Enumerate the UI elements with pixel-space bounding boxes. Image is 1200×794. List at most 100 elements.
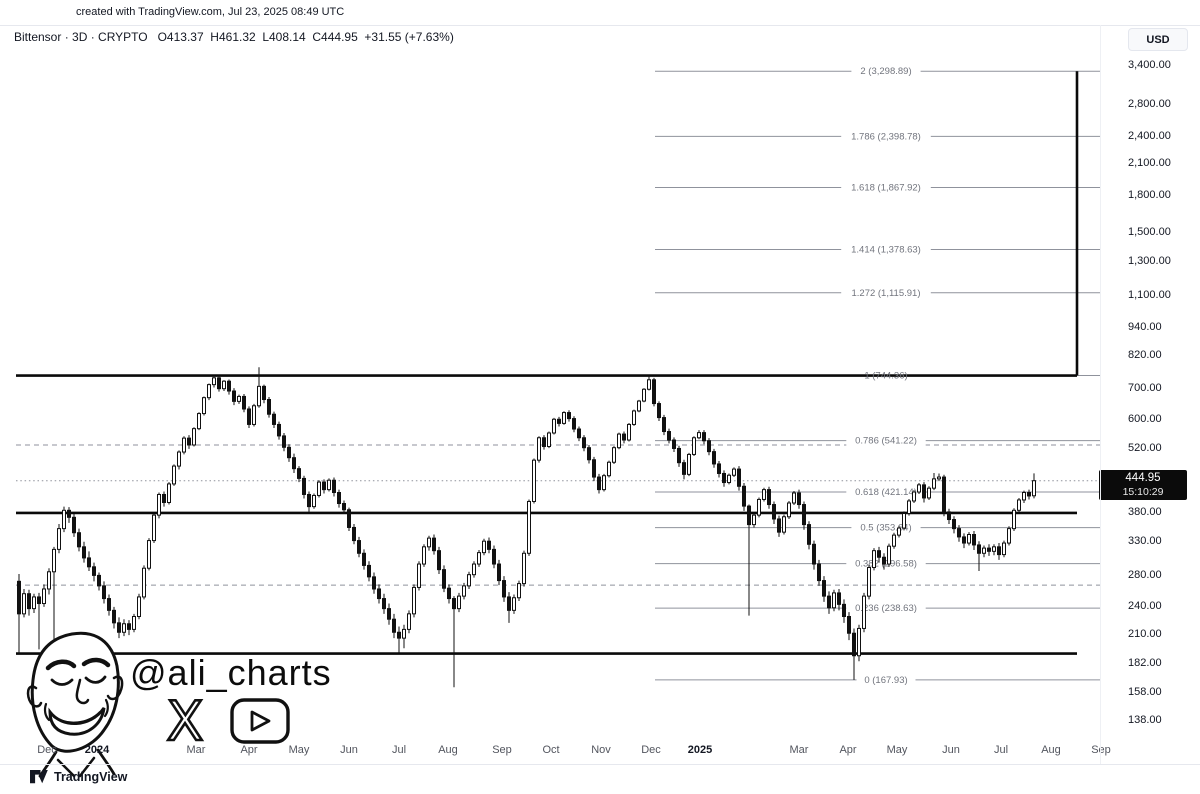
- candle-body: [967, 534, 971, 544]
- fib-label-bg: [841, 180, 931, 194]
- candle-body: [747, 505, 751, 526]
- candle-body: [987, 547, 991, 552]
- candle-body: [532, 459, 536, 502]
- candle-body: [492, 548, 496, 565]
- candle-body: [982, 547, 986, 554]
- candle-body: [792, 492, 796, 504]
- candle-body: [607, 461, 611, 477]
- created-with-caption: created with TradingView.com, Jul 23, 20…: [76, 6, 345, 18]
- x-logo-icon: X: [167, 690, 204, 753]
- candle-body: [357, 540, 361, 554]
- candle-body: [112, 609, 116, 624]
- chart-canvas[interactable]: 2 (3,298.89) 1.786 (2,398.78) 1.618 (1,867…: [0, 25, 1200, 764]
- tradingview-footer-link[interactable]: TradingView: [30, 769, 127, 785]
- candle-body: [397, 631, 401, 639]
- candle-body: [807, 524, 811, 545]
- candle-body: [217, 377, 221, 390]
- fib-level-label: 1 (744.36): [864, 371, 907, 382]
- time-axis[interactable]: Dec 2024 Mar Apr May Jun Jul Aug Sep Oct Nov Dec 202…: [0, 738, 1200, 764]
- candle-body: [782, 516, 786, 533]
- candle-body: [212, 377, 216, 386]
- candle-body: [322, 481, 326, 491]
- candle-body: [417, 563, 421, 588]
- candle-body: [17, 580, 21, 615]
- candle-body: [837, 592, 841, 605]
- candle-body: [687, 453, 691, 475]
- price-tick-label: 2,100.00: [1128, 157, 1171, 170]
- candle-body: [497, 563, 501, 582]
- symbol-header: Bittensor · 3D · CRYPTO O413.37 H461.32 L…: [14, 30, 454, 44]
- month-tick-label: May: [288, 744, 310, 756]
- month-tick-label: Mar: [789, 744, 809, 756]
- year-tick-label: 2024: [84, 744, 110, 756]
- candle-body: [887, 545, 891, 565]
- candle-body: [942, 476, 946, 513]
- fib-level-label: 2 (3,298.89): [860, 66, 911, 77]
- candle-body: [827, 595, 831, 609]
- candle-body: [872, 550, 876, 569]
- candle-body: [517, 583, 521, 599]
- top-divider: [0, 25, 1200, 26]
- candle-body: [537, 437, 541, 461]
- month-tick-label: Nov: [591, 744, 611, 756]
- candle-body: [47, 571, 51, 590]
- month-tick-label: Apr: [839, 744, 857, 756]
- currency-toggle-button[interactable]: USD: [1128, 28, 1188, 51]
- candle-body: [662, 417, 666, 433]
- candle-body: [637, 400, 641, 412]
- fib-level-label: 0 (167.93): [864, 675, 907, 686]
- tradingview-brand-label: TradingView: [54, 770, 128, 784]
- candle-body: [1002, 542, 1006, 556]
- candle-body: [242, 395, 246, 410]
- candle-body: [472, 563, 476, 576]
- price-tick-label: 820.00: [1128, 349, 1162, 362]
- candle-body: [542, 437, 546, 448]
- candle-body: [392, 618, 396, 633]
- candle-body: [647, 379, 651, 390]
- candle-body: [722, 472, 726, 484]
- fib-label-bg: [841, 243, 931, 257]
- month-tick-label: Apr: [240, 744, 258, 756]
- candle-body: [292, 457, 296, 470]
- candle-body: [412, 586, 416, 615]
- candle-body: [957, 528, 961, 538]
- fib-level-label: 1.414 (1,378.63): [851, 245, 921, 256]
- fib-level-label: 0.786 (541.22): [855, 436, 917, 447]
- candle-body: [177, 451, 181, 467]
- candle-body: [622, 433, 626, 441]
- candle-body: [752, 514, 756, 526]
- candle-body: [667, 431, 671, 441]
- candle-body: [917, 484, 921, 493]
- candle-body: [832, 592, 836, 609]
- candle-body: [952, 519, 956, 530]
- candle-body: [617, 433, 621, 449]
- candle-body: [142, 567, 146, 598]
- candle-body: [772, 504, 776, 520]
- fib-label-bg: [846, 485, 926, 499]
- candle-body: [467, 574, 471, 587]
- candle-body: [257, 385, 261, 407]
- candle-body: [787, 502, 791, 518]
- candle-body: [202, 397, 206, 415]
- candle-body: [642, 388, 646, 402]
- candle-body: [157, 493, 161, 516]
- candle-body: [877, 550, 881, 558]
- price-axis[interactable]: 3,400.00 2,800.00 2,400.00 2,100.00 1,800.00…: [1100, 25, 1200, 764]
- candle-body: [167, 483, 171, 503]
- candle-body: [842, 603, 846, 617]
- year-tick-label: 2025: [687, 744, 713, 756]
- candle-body: [287, 446, 291, 459]
- candle-body: [767, 489, 771, 506]
- candle-body: [527, 500, 531, 554]
- candle-body: [22, 593, 26, 615]
- candle-body: [132, 615, 136, 630]
- candle-body: [562, 412, 566, 424]
- candle-body: [372, 576, 376, 590]
- candle-body: [352, 526, 356, 542]
- candle-body: [222, 380, 226, 390]
- candle-body: [87, 557, 91, 568]
- fib-label-bg: [841, 129, 931, 143]
- candle-body: [577, 428, 581, 439]
- candle-body: [432, 537, 436, 552]
- candle-body: [302, 477, 306, 495]
